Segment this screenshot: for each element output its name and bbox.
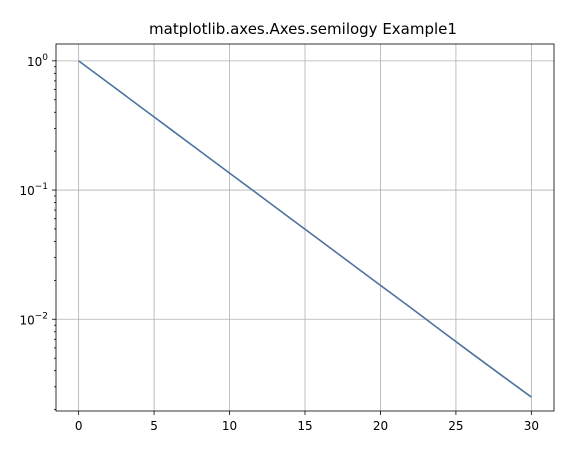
x-tick-label: 20 bbox=[373, 419, 388, 433]
x-tick-label: 10 bbox=[222, 419, 237, 433]
x-tick-label: 0 bbox=[75, 419, 83, 433]
x-tick-label: 15 bbox=[297, 419, 312, 433]
y-tick-label: 100 bbox=[27, 53, 48, 69]
x-tick-label: 25 bbox=[448, 419, 463, 433]
chart-title: matplotlib.axes.Axes.semilogy Example1 bbox=[149, 20, 457, 38]
axis-layer: 0 5 10 15 20 25 30 100 10−1 10−2 bbox=[19, 53, 539, 433]
x-tick-label: 5 bbox=[150, 419, 158, 433]
x-tick-label: 30 bbox=[524, 419, 539, 433]
y-tick-label: 10−1 bbox=[19, 182, 48, 198]
y-tick-label: 10−2 bbox=[19, 311, 48, 327]
